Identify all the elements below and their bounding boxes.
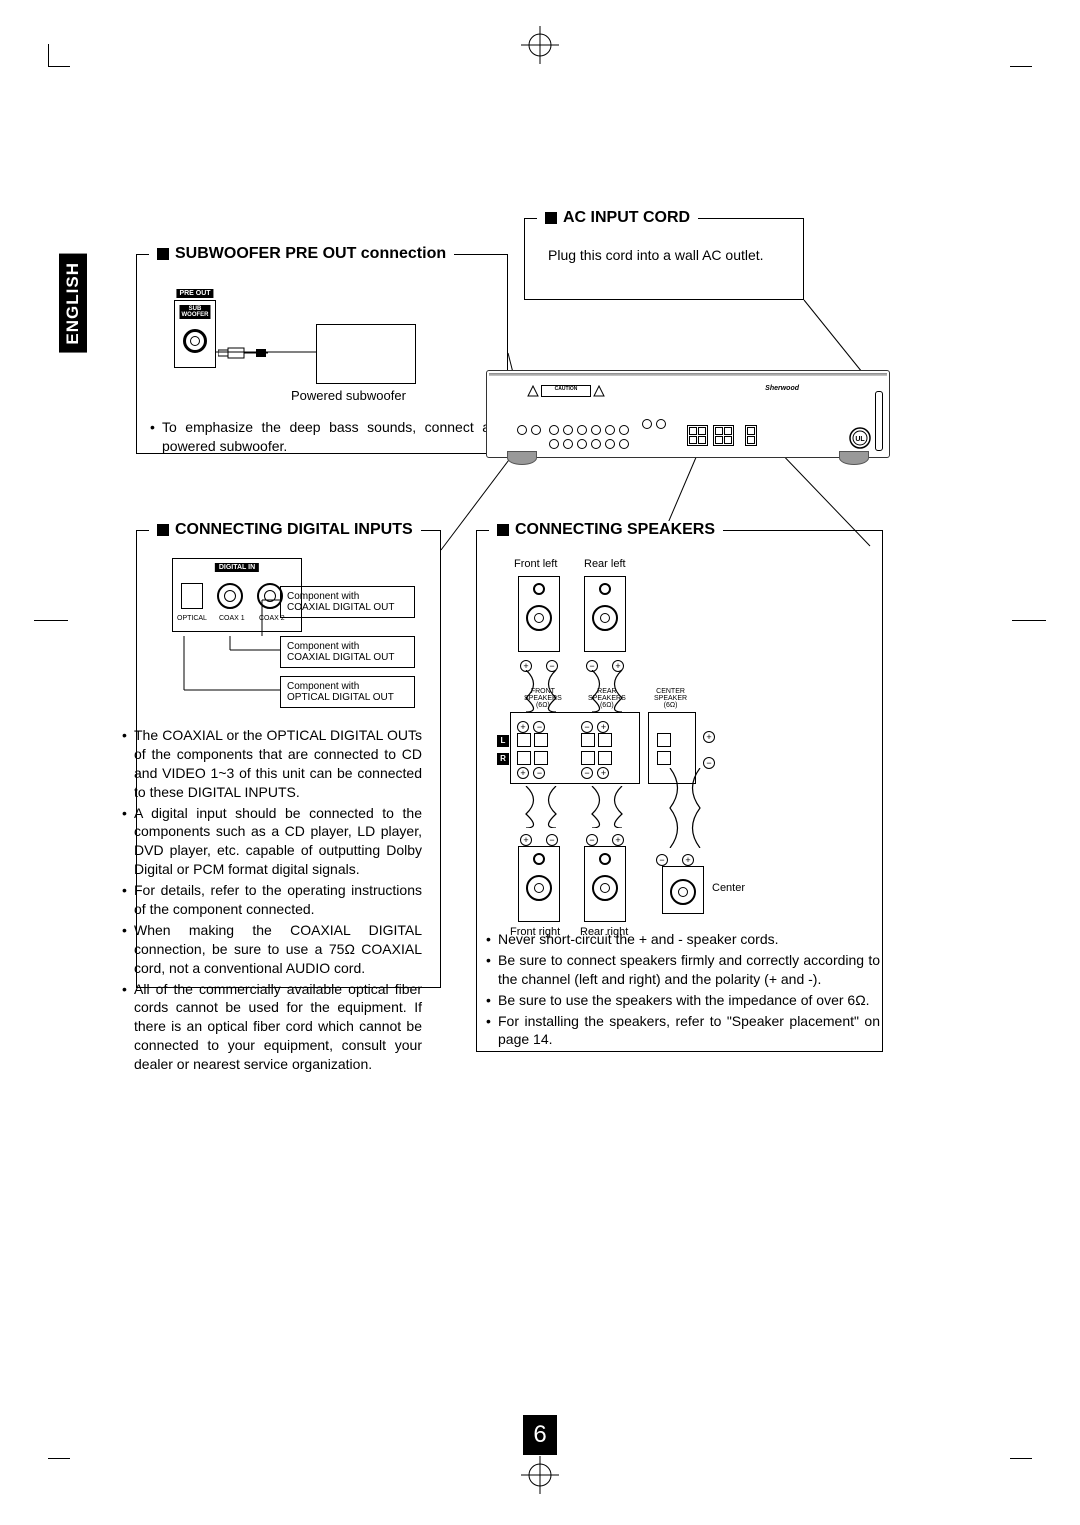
terminal-label: REARSPEAKERS(6Ω)	[588, 688, 626, 709]
bullet-item: Be sure to connect speakers firmly and c…	[486, 951, 880, 989]
language-tab: ENGLISH	[59, 254, 87, 353]
component-box: Component withOPTICAL DIGITAL OUT	[280, 676, 415, 708]
section-title: CONNECTING DIGITAL INPUTS	[149, 521, 421, 539]
component-box: Component withCOAXIAL DIGITAL OUT	[280, 636, 415, 668]
bullet-item: When making the COAXIAL DIGITAL connecti…	[122, 921, 422, 978]
port-label: OPTICAL	[177, 615, 207, 622]
ul-mark-icon: UL	[849, 427, 871, 449]
bullet-item: Never short-circuit the + and - speaker …	[486, 930, 880, 949]
bullet-item: The COAXIAL or the OPTICAL DIGITAL OUTs …	[122, 726, 422, 802]
title-text: SUBWOOFER PRE OUT connection	[175, 245, 446, 263]
registration-mark-icon	[521, 1456, 559, 1499]
bullet-item: All of the commercially available optica…	[122, 980, 422, 1074]
rca-jack-icon	[183, 329, 207, 353]
speaker-icon	[662, 866, 704, 914]
ac-text: Plug this cord into a wall AC outlet.	[548, 246, 778, 265]
speaker-icon	[584, 846, 626, 922]
bullet-item: For installing the speakers, refer to "S…	[486, 1012, 880, 1050]
terminal-label: CENTERSPEAKER(6Ω)	[654, 688, 687, 709]
powered-subwoofer-label: Powered subwoofer	[291, 388, 406, 403]
svg-text:UL: UL	[855, 436, 865, 443]
section-title: CONNECTING SPEAKERS	[489, 521, 723, 539]
digital-in-label: DIGITAL IN	[215, 563, 259, 572]
page-number: 6	[523, 1415, 557, 1455]
speaker-label: Front left	[514, 558, 557, 570]
bullet-item: For details, refer to the operating inst…	[122, 881, 422, 919]
square-bullet-icon	[497, 524, 509, 536]
subwoofer-notes: To emphasize the deep bass sounds, conne…	[150, 418, 490, 458]
optical-port-icon	[181, 583, 203, 609]
crop-mark	[1010, 1458, 1032, 1459]
bullet-item: Be sure to use the speakers with the imp…	[486, 991, 880, 1010]
receiver-rear-panel: CAUTION Sherwood UL	[486, 360, 890, 470]
caution-label: CAUTION	[541, 385, 591, 397]
speaker-wiring-diagram: Front left Rear left +− −+ FRONTSPEAKERS…	[500, 558, 860, 918]
terminal-panel: + − − + L R + − − +	[510, 712, 640, 784]
speaker-icon	[584, 576, 626, 652]
terminal-label: FRONTSPEAKERS(6Ω)	[524, 688, 562, 709]
digital-notes: The COAXIAL or the OPTICAL DIGITAL OUTs …	[122, 726, 422, 1076]
manual-page: ENGLISH SUBWOOFER PRE OUT connection PRE…	[0, 0, 1080, 1525]
twisted-cable-icon	[580, 786, 634, 828]
crop-mark	[1012, 620, 1046, 621]
warning-triangle-icon	[593, 385, 605, 397]
r-badge: R	[497, 753, 509, 765]
crop-mark	[48, 66, 70, 67]
crop-mark	[34, 620, 68, 621]
preout-label: PRE OUT	[176, 289, 213, 298]
title-text: CONNECTING SPEAKERS	[515, 521, 715, 539]
section-title: AC INPUT CORD	[537, 209, 698, 227]
port-label: COAX 1	[219, 615, 245, 622]
sub-label: SUBWOOFER	[180, 305, 211, 319]
coax-port-icon	[217, 583, 243, 609]
square-bullet-icon	[545, 212, 557, 224]
brand-label: Sherwood	[765, 385, 799, 392]
title-text: CONNECTING DIGITAL INPUTS	[175, 521, 413, 539]
registration-mark-icon	[521, 26, 559, 69]
preout-jack-diagram: PRE OUT SUBWOOFER	[174, 300, 216, 368]
title-text: AC INPUT CORD	[563, 209, 690, 227]
warning-triangle-icon	[527, 385, 539, 397]
component-box: Component withCOAXIAL DIGITAL OUT	[280, 586, 415, 618]
twisted-cable-icon	[514, 786, 568, 828]
l-badge: L	[497, 735, 509, 747]
speaker-label: Rear left	[584, 558, 626, 570]
rca-plug-icon	[218, 346, 268, 365]
twisted-cable-icon	[658, 768, 712, 848]
speaker-icon	[518, 576, 560, 652]
speaker-label: Center	[712, 882, 745, 894]
square-bullet-icon	[157, 248, 169, 260]
crop-mark	[1010, 66, 1032, 67]
bullet-item: To emphasize the deep bass sounds, conne…	[150, 418, 490, 456]
speaker-notes: Never short-circuit the + and - speaker …	[486, 930, 880, 1051]
powered-subwoofer-box	[316, 324, 416, 384]
crop-mark	[48, 1458, 70, 1459]
bullet-item: A digital input should be connected to t…	[122, 804, 422, 880]
section-title: SUBWOOFER PRE OUT connection	[149, 245, 454, 263]
square-bullet-icon	[157, 524, 169, 536]
speaker-icon	[518, 846, 560, 922]
